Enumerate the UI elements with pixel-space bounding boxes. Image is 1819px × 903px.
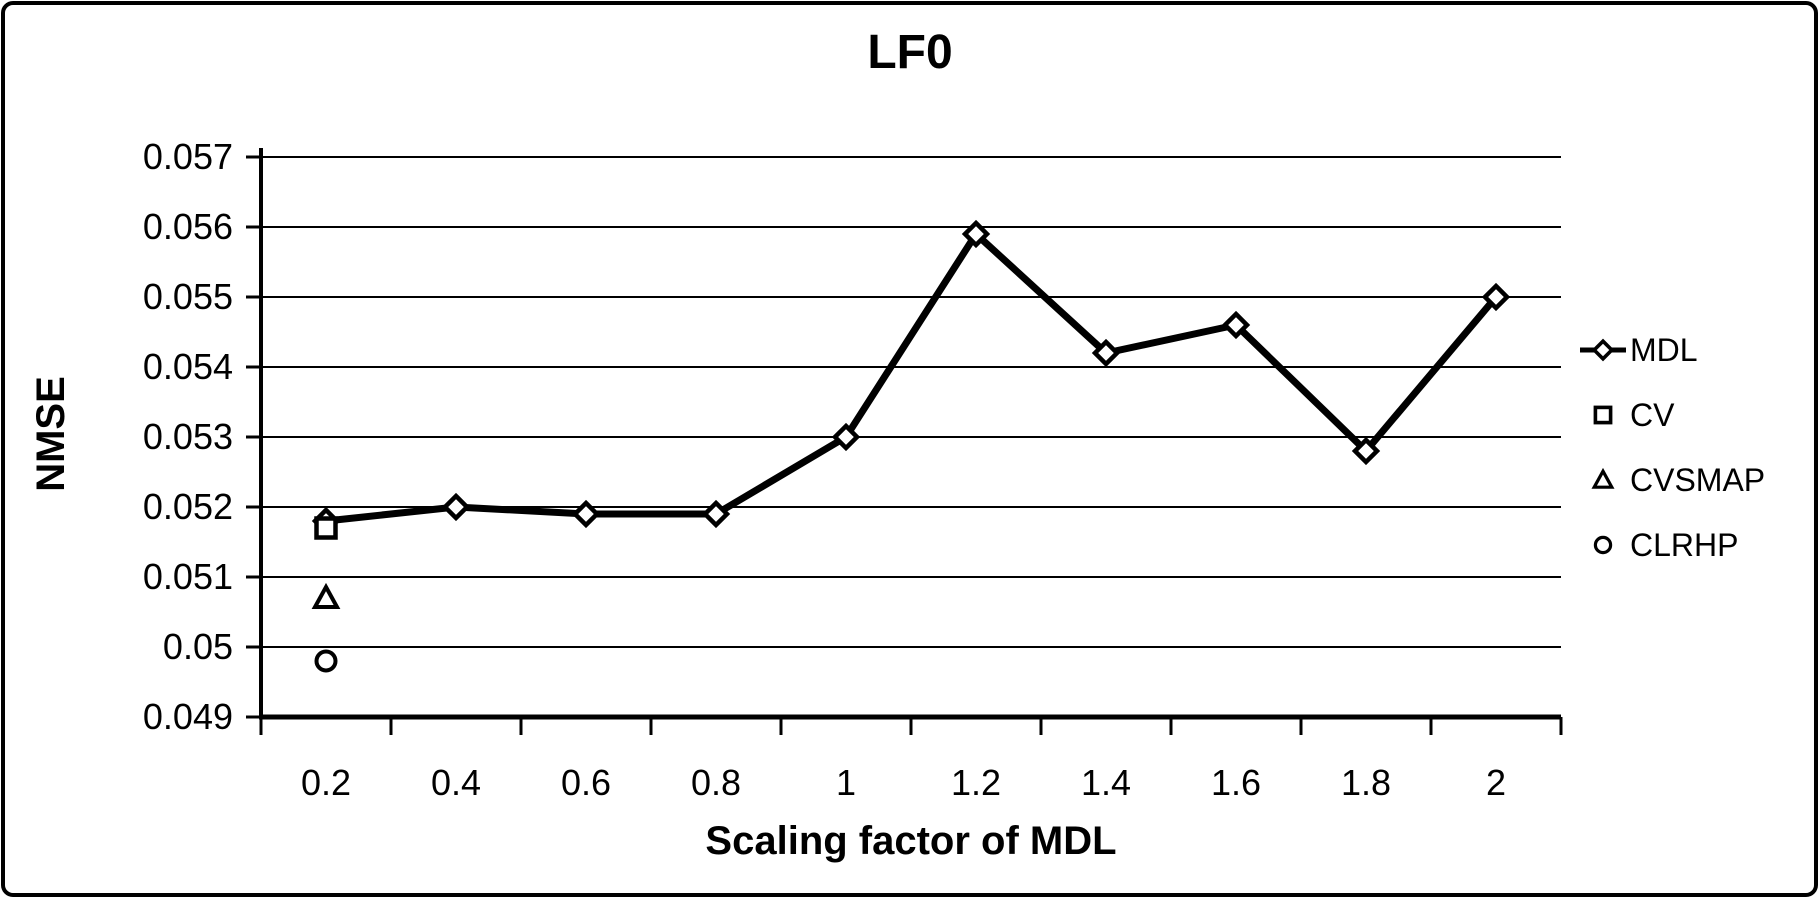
legend-label: MDL — [1630, 332, 1698, 368]
y-axis-title: NMSE — [29, 376, 73, 492]
marker-diamond-mdl — [1481, 282, 1511, 312]
marker-square-cv — [314, 516, 338, 540]
legend-label: CVSMAP — [1630, 462, 1765, 498]
x-tick-label: 0.4 — [431, 762, 481, 803]
y-tick-label: 0.049 — [143, 696, 233, 737]
marker-diamond-mdl — [1091, 338, 1121, 368]
marker-diamond-mdl — [831, 422, 861, 452]
legend-label: CV — [1630, 397, 1675, 433]
marker-triangle-cvsmap — [1591, 467, 1615, 489]
x-tick-label: 2 — [1486, 762, 1506, 803]
x-tick-label: 0.2 — [301, 762, 351, 803]
y-tick-label: 0.053 — [143, 416, 233, 457]
y-tick-label: 0.051 — [143, 556, 233, 597]
x-tick-label: 0.8 — [691, 762, 741, 803]
marker-circle-clrhp — [314, 649, 338, 673]
y-tick-label: 0.056 — [143, 206, 233, 247]
marker-diamond-mdl — [1351, 436, 1381, 466]
marker-triangle-cvsmap — [311, 582, 341, 609]
series-line-mdl — [322, 230, 1500, 525]
y-tick-label: 0.054 — [143, 346, 233, 387]
y-tick-label: 0.057 — [143, 136, 233, 177]
x-tick-label: 1.2 — [951, 762, 1001, 803]
marker-diamond-mdl — [701, 499, 731, 529]
plot-area: 0.057 0.056 0.055 0.054 0.053 0.052 0.051 0.05 0… — [143, 136, 1563, 803]
legend-item-cvsmap: CVSMAP — [1591, 462, 1765, 498]
chart-title: LF0 — [867, 26, 952, 79]
x-tick-label: 1.4 — [1081, 762, 1131, 803]
x-tick-label: 1.8 — [1341, 762, 1391, 803]
y-tick-label: 0.055 — [143, 276, 233, 317]
y-tick-label: 0.05 — [163, 626, 233, 667]
legend-label: CLRHP — [1630, 527, 1738, 563]
marker-circle-clrhp — [1593, 535, 1613, 555]
legend-item-clrhp: CLRHP — [1593, 527, 1738, 563]
marker-diamond-mdl — [961, 219, 991, 249]
marker-diamond-mdl — [1221, 310, 1251, 340]
legend-item-mdl: MDL — [1580, 332, 1698, 368]
marker-diamond-mdl — [441, 492, 471, 522]
x-tick-label: 1.6 — [1211, 762, 1261, 803]
marker-diamond-mdl — [571, 499, 601, 529]
legend-item-cv: CV — [1593, 397, 1675, 433]
marker-diamond-mdl — [1591, 338, 1615, 362]
legend: MDL CV CVSMAP CLRHP — [1580, 332, 1765, 563]
y-tick-label: 0.052 — [143, 486, 233, 527]
x-tick-label: 0.6 — [561, 762, 611, 803]
x-tick-label: 1 — [836, 762, 856, 803]
marker-square-cv — [1593, 405, 1613, 425]
x-axis-title: Scaling factor of MDL — [705, 819, 1116, 863]
